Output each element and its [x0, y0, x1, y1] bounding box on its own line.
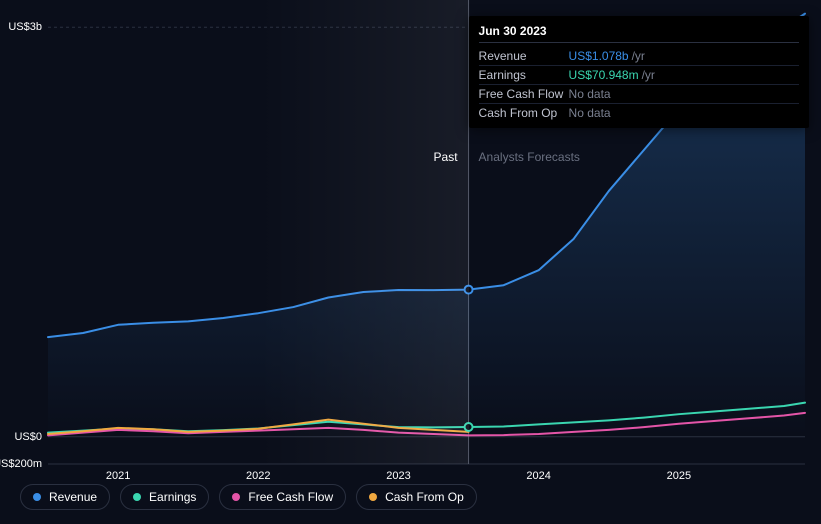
x-axis-label: 2025	[667, 470, 691, 482]
legend-item-cfo[interactable]: Cash From Op	[356, 484, 477, 510]
legend-dot-icon	[232, 493, 240, 501]
x-axis-label: 2024	[526, 470, 550, 482]
legend-item-label: Earnings	[149, 490, 196, 504]
financials-chart: Past Analysts Forecasts US$3b US$0 -US$200…	[0, 0, 821, 524]
y-axis-label: -US$200m	[0, 458, 42, 470]
tooltip-row-value: No data	[569, 106, 799, 120]
legend-item-label: Free Cash Flow	[248, 490, 333, 504]
x-axis-label: 2021	[106, 470, 130, 482]
tooltip-row-value: US$70.948m/yr	[569, 68, 799, 82]
chart-legend: Revenue Earnings Free Cash Flow Cash From O…	[20, 484, 477, 510]
tooltip-row-label: Earnings	[479, 68, 569, 82]
tooltip-row-label: Cash From Op	[479, 106, 569, 120]
tooltip-row-value: US$1.078b/yr	[569, 49, 799, 63]
tooltip-row: RevenueUS$1.078b/yr	[479, 47, 799, 66]
past-label: Past	[434, 150, 458, 164]
legend-item-revenue[interactable]: Revenue	[20, 484, 110, 510]
y-axis-label: US$0	[14, 431, 42, 443]
x-axis-label: 2023	[386, 470, 410, 482]
tooltip-row-label: Free Cash Flow	[479, 87, 569, 101]
legend-item-fcf[interactable]: Free Cash Flow	[219, 484, 346, 510]
tooltip-row: Cash From OpNo data	[479, 104, 799, 122]
legend-item-earnings[interactable]: Earnings	[120, 484, 209, 510]
x-axis-label: 2022	[246, 470, 270, 482]
tooltip-date: Jun 30 2023	[479, 24, 799, 43]
y-axis-label: US$3b	[8, 21, 42, 33]
chart-tooltip: Jun 30 2023 RevenueUS$1.078b/yrEarningsU…	[469, 16, 809, 128]
tooltip-row-label: Revenue	[479, 49, 569, 63]
tooltip-row-value: No data	[569, 87, 799, 101]
legend-item-label: Cash From Op	[385, 490, 464, 504]
tooltip-row: EarningsUS$70.948m/yr	[479, 66, 799, 85]
tooltip-row: Free Cash FlowNo data	[479, 85, 799, 104]
forecast-label: Analysts Forecasts	[479, 150, 580, 164]
legend-dot-icon	[133, 493, 141, 501]
legend-item-label: Revenue	[49, 490, 97, 504]
legend-dot-icon	[369, 493, 377, 501]
legend-dot-icon	[33, 493, 41, 501]
